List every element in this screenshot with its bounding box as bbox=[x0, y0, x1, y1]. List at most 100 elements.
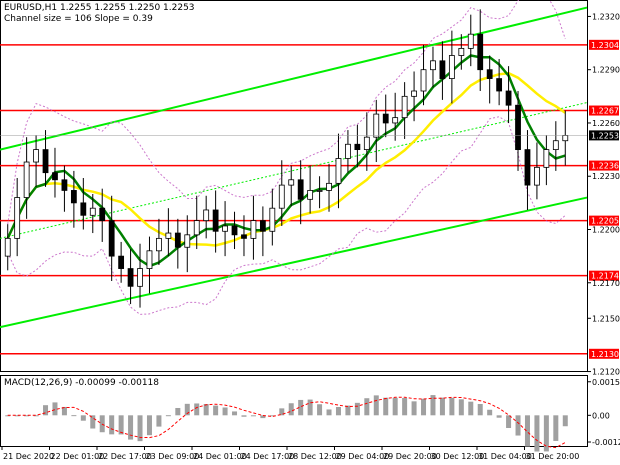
candle-body bbox=[326, 182, 332, 191]
candle-body bbox=[401, 95, 408, 119]
candle-body bbox=[259, 220, 266, 232]
macd-bar bbox=[279, 408, 285, 416]
macd-bar bbox=[439, 397, 445, 416]
macd-bar bbox=[524, 415, 530, 447]
candle-body bbox=[515, 104, 521, 150]
macd-bar bbox=[90, 415, 96, 429]
candle-body bbox=[174, 232, 181, 248]
macd-bar bbox=[269, 415, 275, 417]
channel-lower-line bbox=[0, 196, 588, 329]
candle-body bbox=[524, 149, 531, 186]
fast-ma-line bbox=[6, 54, 566, 268]
level-label: 1.2205 bbox=[591, 217, 619, 226]
candle-body bbox=[231, 225, 238, 236]
macd-bar bbox=[430, 395, 436, 416]
candle-body bbox=[212, 209, 219, 232]
macd-bar bbox=[232, 411, 238, 416]
price-tick-label: 1.2150 bbox=[592, 314, 620, 323]
candle-body bbox=[354, 143, 361, 151]
macd-bar bbox=[477, 403, 483, 416]
candle-body bbox=[42, 149, 49, 174]
candle-body bbox=[14, 197, 21, 239]
macd-bar bbox=[543, 415, 549, 452]
support-resistance-levels: 1.2304 1.2267 1.2236 1.2205 1.2174 1.2130 bbox=[0, 39, 619, 359]
candle-body bbox=[392, 117, 399, 124]
macd-bar bbox=[392, 397, 398, 416]
candle-body bbox=[250, 220, 257, 239]
macd-bar bbox=[411, 401, 417, 416]
macd-bar bbox=[487, 409, 493, 416]
macd-info: MACD(12,26,9) -0.00099 -0.00118 bbox=[4, 378, 160, 388]
macd-bar bbox=[109, 415, 115, 435]
candle-body bbox=[316, 190, 323, 192]
macd-bar bbox=[128, 415, 134, 440]
macd-bar bbox=[24, 415, 30, 417]
macd-bar bbox=[184, 403, 190, 416]
macd-bar bbox=[250, 415, 256, 417]
macd-bar bbox=[241, 415, 247, 417]
macd-bar bbox=[449, 397, 455, 416]
channel-mid-line bbox=[0, 102, 588, 239]
macd-bar bbox=[402, 397, 408, 416]
level-tag bbox=[589, 215, 619, 226]
macd-bar bbox=[5, 415, 11, 417]
time-label: 24 Dec 01:00 bbox=[193, 452, 247, 461]
level-tag bbox=[589, 270, 619, 281]
candle-body bbox=[80, 202, 87, 216]
macd-bar bbox=[364, 398, 370, 416]
candle-body bbox=[278, 184, 285, 209]
price-tick-label: 1.2290 bbox=[592, 66, 620, 75]
macd-bar bbox=[307, 399, 313, 416]
candle-body bbox=[382, 113, 389, 124]
candle-body bbox=[108, 220, 115, 257]
macd-bar bbox=[298, 399, 304, 416]
candle-body bbox=[307, 190, 314, 200]
slow-ma-line bbox=[6, 71, 567, 247]
candle-body bbox=[467, 33, 474, 49]
candle-body bbox=[477, 33, 484, 71]
candle-body bbox=[156, 237, 162, 252]
macd-bar bbox=[260, 415, 266, 419]
candle-body bbox=[146, 250, 153, 269]
macd-bar bbox=[496, 415, 502, 418]
level-label: 1.2304 bbox=[591, 41, 619, 50]
candle-body bbox=[288, 179, 295, 186]
price-channel bbox=[0, 6, 588, 329]
current-price-label: 1.2253 bbox=[591, 131, 619, 140]
level-tag bbox=[589, 160, 619, 171]
level-tag bbox=[589, 105, 619, 116]
current-price-tag bbox=[589, 130, 619, 141]
macd-bar bbox=[175, 407, 181, 416]
macd-bar bbox=[562, 415, 568, 427]
price-tick-label: 1.2260 bbox=[592, 119, 620, 128]
macd-bar bbox=[468, 401, 474, 416]
candle-body bbox=[61, 179, 68, 191]
candle-body bbox=[486, 69, 493, 79]
symbol-info: EURUSD,H1 1.2255 1.2255 1.2250 1.2253 bbox=[4, 3, 195, 13]
time-label: 22 Dec 01:00 bbox=[51, 452, 105, 461]
time-label: 24 Dec 17:00 bbox=[241, 452, 295, 461]
candle-body bbox=[33, 149, 39, 163]
candle-body bbox=[241, 234, 247, 239]
candle-body bbox=[505, 90, 512, 106]
candle-body bbox=[222, 225, 228, 232]
time-label: 28 Dec 12:00 bbox=[288, 452, 342, 461]
candle-body bbox=[534, 166, 540, 186]
macd-bar bbox=[373, 395, 379, 416]
macd-bar bbox=[71, 415, 77, 417]
candle-body bbox=[373, 113, 380, 138]
price-tick-label: 1.2120 bbox=[592, 368, 620, 377]
macd-bar bbox=[203, 404, 209, 416]
time-label: 31 Dec 04:00 bbox=[478, 452, 532, 461]
macd-bar bbox=[222, 407, 228, 416]
candle-body bbox=[23, 161, 30, 198]
candle-body bbox=[363, 136, 370, 150]
candle-body bbox=[420, 69, 427, 92]
candle-body bbox=[269, 207, 276, 232]
macd-bar bbox=[80, 415, 86, 421]
candle-body bbox=[448, 55, 455, 79]
macd-bar bbox=[194, 403, 200, 416]
time-label: 30 Dec 12:00 bbox=[431, 452, 485, 461]
